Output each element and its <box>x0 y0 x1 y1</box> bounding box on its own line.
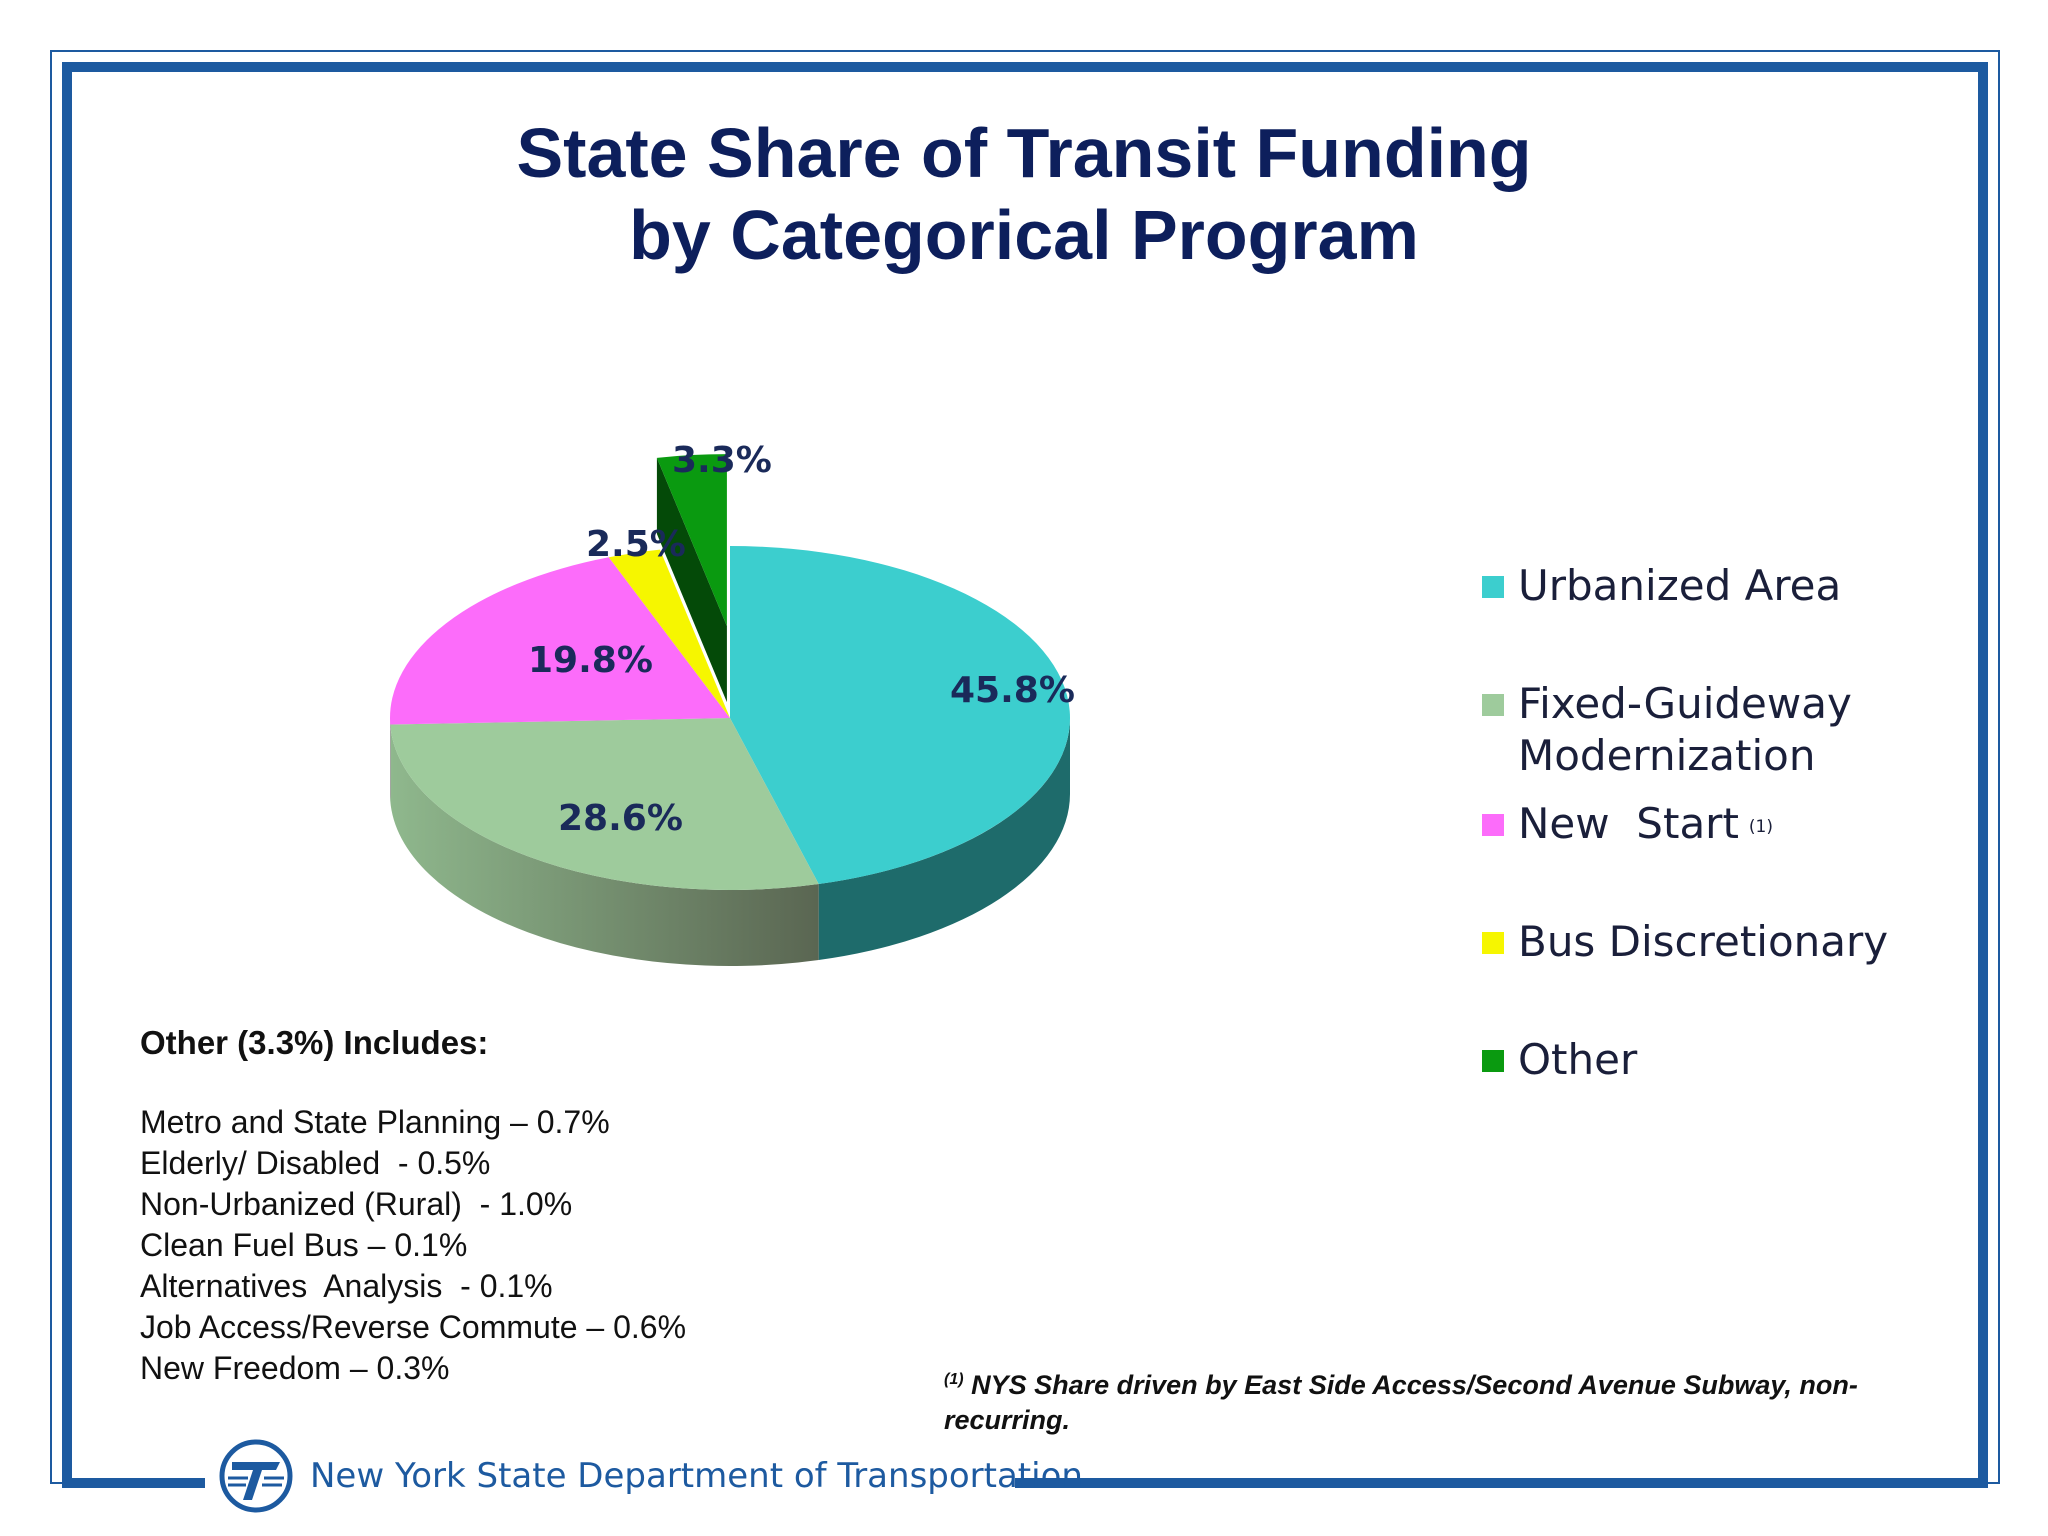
legend-label-text: Bus Discretionary <box>1518 917 1889 966</box>
other-includes-line: Metro and State Planning – 0.7% <box>140 1104 610 1140</box>
nysdot-logo-icon <box>219 1439 293 1513</box>
legend-label-text: New Start <box>1518 799 1739 848</box>
legend-item: Other <box>1482 1034 1938 1086</box>
other-includes-line: Job Access/Reverse Commute – 0.6% <box>140 1309 687 1345</box>
other-includes-line: New Freedom – 0.3% <box>140 1350 450 1386</box>
frame-inner-border <box>62 62 1988 1488</box>
pie-slice-side <box>390 724 819 966</box>
pie-slice-wall <box>656 457 727 703</box>
footnote: (1) NYS Share driven by East Side Access… <box>944 1362 1924 1438</box>
legend-swatch <box>1482 932 1504 954</box>
other-includes-heading: Other (3.3%) Includes: <box>140 1024 489 1061</box>
legend-label: Other <box>1518 1034 1938 1086</box>
other-includes-line: Elderly/ Disabled - 0.5% <box>140 1145 491 1181</box>
pie-slice <box>656 454 727 627</box>
other-includes: Other (3.3%) Includes: Metro and State P… <box>140 1022 686 1389</box>
legend-item: Urbanized Area <box>1482 560 1938 612</box>
pie-data-label: 28.6% <box>558 798 683 839</box>
other-includes-line: Non-Urbanized (Rural) - 1.0% <box>140 1186 573 1222</box>
title-line-2: by Categorical Program <box>629 196 1419 274</box>
legend-label-text: Urbanized Area <box>1518 561 1842 610</box>
legend-item: Bus Discretionary <box>1482 916 1938 968</box>
legend-item: Fixed-Guideway Modernization <box>1482 678 1938 782</box>
pie-data-label: 2.5% <box>586 524 686 565</box>
footer-border-gap <box>205 1455 1015 1505</box>
page-title: State Share of Transit Funding by Catego… <box>0 112 2048 276</box>
other-includes-list: Metro and State Planning – 0.7% Elderly/ … <box>140 1102 686 1389</box>
pie-slice <box>608 549 730 718</box>
legend-note: (1) <box>1748 816 1774 837</box>
legend-item: New Start (1) <box>1482 798 1938 853</box>
legend-label: New Start (1) <box>1518 798 1938 853</box>
legend-label: Fixed-Guideway Modernization <box>1518 678 1938 782</box>
legend-swatch <box>1482 576 1504 598</box>
pie-chart: 45.8% 28.6% 19.8% 2.5% 3.3% <box>390 440 1075 966</box>
footnote-text: NYS Share driven by East Side Access/Sec… <box>944 1370 1858 1435</box>
pie-data-label: 45.8% <box>950 670 1075 711</box>
legend-label: Urbanized Area <box>1518 560 1938 612</box>
legend-label-text: Fixed-Guideway Modernization <box>1518 679 1852 780</box>
pie-slice <box>730 546 1070 885</box>
legend-swatch <box>1482 694 1504 716</box>
legend-swatch <box>1482 1050 1504 1072</box>
legend-label-text: Other <box>1518 1035 1638 1084</box>
pie-data-label: 19.8% <box>528 640 653 681</box>
footnote-marker: (1) <box>944 1371 964 1388</box>
legend-label: Bus Discretionary <box>1518 916 1938 968</box>
pie-data-label: 3.3% <box>672 440 772 481</box>
pie-slice <box>390 718 819 890</box>
footer-org-name: New York State Department of Transportat… <box>310 1456 1083 1496</box>
legend-swatch <box>1482 814 1504 836</box>
other-includes-line: Alternatives Analysis - 0.1% <box>140 1268 553 1304</box>
pie-slice <box>390 557 730 725</box>
pie-slice-side <box>818 718 1070 961</box>
other-includes-line: Clean Fuel Bus – 0.1% <box>140 1227 468 1263</box>
title-line-1: State Share of Transit Funding <box>516 114 1532 192</box>
